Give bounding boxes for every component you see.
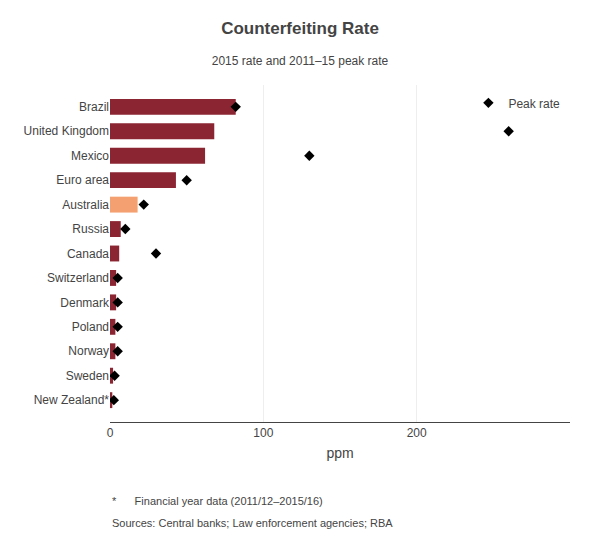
svg-text:Euro area: Euro area (56, 173, 109, 187)
svg-text:Counterfeiting Rate: Counterfeiting Rate (221, 19, 379, 38)
svg-text:Russia: Russia (72, 222, 109, 236)
svg-text:0: 0 (107, 426, 114, 440)
svg-text:* Financial year data (20: * Financial year data (2011/12–2015/16) (112, 495, 323, 507)
svg-text:200: 200 (407, 426, 427, 440)
svg-text:Sweden: Sweden (66, 369, 109, 383)
svg-text:100: 100 (253, 426, 273, 440)
svg-text:New Zealand*: New Zealand* (34, 393, 110, 407)
svg-text:Sources: Central banks; Law en: Sources: Central banks; Law enforcement … (112, 517, 393, 529)
svg-text:Brazil: Brazil (79, 100, 109, 114)
svg-text:Norway: Norway (68, 344, 109, 358)
svg-text:Mexico: Mexico (71, 149, 109, 163)
svg-text:United Kingdom: United Kingdom (24, 124, 109, 138)
svg-text:Peak rate: Peak rate (508, 97, 560, 111)
svg-text:Australia: Australia (62, 198, 109, 212)
svg-text:ppm: ppm (326, 445, 353, 461)
svg-text:Switzerland: Switzerland (47, 271, 109, 285)
svg-text:Denmark: Denmark (60, 296, 110, 310)
svg-text:Poland: Poland (72, 320, 109, 334)
svg-text:2015 rate and 2011–15 peak rat: 2015 rate and 2011–15 peak rate (212, 54, 389, 68)
svg-text:Canada: Canada (67, 247, 109, 261)
